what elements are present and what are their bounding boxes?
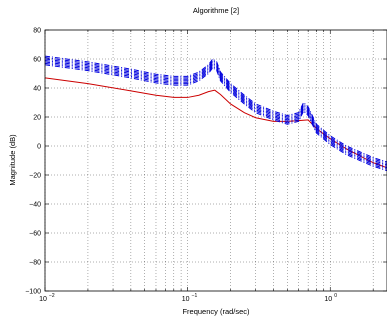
series-line-blue-trace [45,57,387,164]
y-axis-title: Magnitude (dB) [8,134,17,186]
series-line-blue-trace [45,64,387,172]
y-tick-label: 0 [37,144,41,151]
x-tick-label: 10 0 [324,293,337,303]
series-line-blue-trace [45,55,387,163]
x-tick-base: 10 [39,296,47,303]
y-tick-label: −80 [29,260,41,267]
y-tick-label: 60 [33,57,41,64]
series-1 [45,55,387,172]
series-line-blue-trace [45,61,387,169]
x-tick-exponent: −2 [49,293,55,299]
grid-lines [44,30,387,291]
x-axis-title: Frequency (rad/sec) [182,307,250,316]
series-line-blue-trace [45,58,387,166]
x-tick-label: 10 −1 [182,293,198,303]
y-tick-label: 40 [33,86,41,93]
y-tick-label: −40 [29,202,41,209]
series-lines [45,55,387,172]
y-tick-label: 80 [33,28,41,35]
x-tick-exponent: −1 [192,293,198,299]
x-tick-exponent: 0 [334,293,337,299]
y-tick-label: 20 [33,115,41,122]
y-tick-label: −60 [29,231,41,238]
x-tick-label: 10 −2 [39,293,55,303]
series-line-red [45,77,387,169]
series-0 [45,77,387,169]
chart-title: Algorithme [2] [193,6,239,15]
series-line-blue-trace [45,62,387,170]
x-tick-base: 10 [182,296,190,303]
y-tick-label: −20 [29,173,41,180]
x-tick-base: 10 [324,296,332,303]
plot-frame [44,29,387,292]
y-tick-label: −100 [25,289,41,296]
y-tick-labels: 80 60 40 20 0 −20 −40 −60 −80 −100 [25,28,41,296]
x-tick-labels: 10 −2 10 −1 10 0 [39,293,337,303]
series-line-blue-trace [45,59,387,167]
